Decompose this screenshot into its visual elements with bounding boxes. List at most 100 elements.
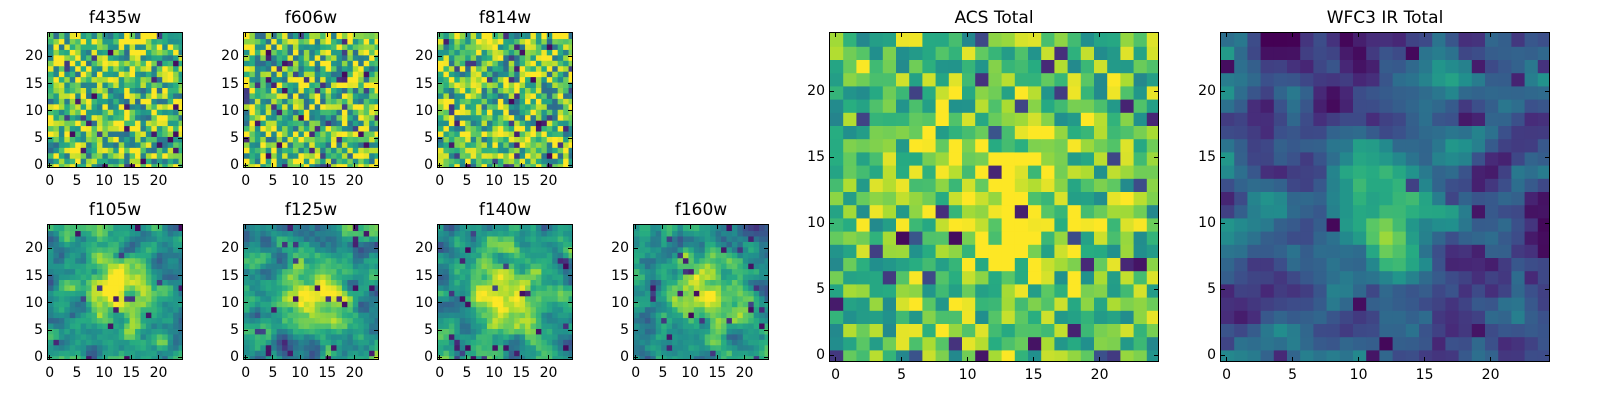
heatmap-cell xyxy=(48,225,55,232)
heatmap-cell xyxy=(1001,297,1016,311)
heatmap-cell xyxy=(96,98,103,105)
y-tick-mark xyxy=(437,247,442,249)
heatmap-cell xyxy=(1001,178,1016,192)
heatmap-cell xyxy=(443,284,450,291)
heatmap-cell xyxy=(107,290,114,297)
heatmap-cell xyxy=(465,328,472,335)
heatmap-cell xyxy=(459,103,466,110)
heatmap-cell xyxy=(325,98,332,105)
heatmap-cell xyxy=(64,273,71,280)
heatmap-cell xyxy=(287,109,294,116)
heatmap-cell xyxy=(530,322,537,329)
heatmap-cell xyxy=(178,81,182,88)
panel-title: f160w xyxy=(674,200,728,220)
heatmap-cell xyxy=(519,306,526,313)
heatmap-cell xyxy=(135,317,142,324)
heatmap-cell xyxy=(135,136,142,143)
heatmap-cell xyxy=(896,191,910,206)
heatmap-cell xyxy=(753,350,760,357)
heatmap-cell xyxy=(347,295,354,302)
heatmap-cell xyxy=(721,252,728,259)
heatmap-cell xyxy=(80,71,87,78)
heatmap-cell xyxy=(1067,310,1082,324)
heatmap-cell xyxy=(535,152,542,159)
heatmap-cell xyxy=(129,152,136,159)
heatmap-cell xyxy=(331,241,338,248)
heatmap-cell xyxy=(331,120,338,127)
heatmap-cell xyxy=(129,268,136,275)
heatmap-cell xyxy=(497,230,504,237)
heatmap-cell xyxy=(145,279,152,286)
heatmap-cell xyxy=(178,76,182,83)
heatmap-cell xyxy=(124,130,131,137)
heatmap-cell xyxy=(519,290,526,297)
heatmap-cell xyxy=(443,252,450,259)
heatmap-cell xyxy=(282,322,289,329)
heatmap-cell xyxy=(331,136,338,143)
heatmap-cell xyxy=(331,147,338,154)
heatmap-cell xyxy=(145,81,152,88)
heatmap-cell xyxy=(465,317,472,324)
heatmap-cell xyxy=(254,322,261,329)
heatmap-cell xyxy=(541,120,548,127)
heatmap-cell xyxy=(470,284,477,291)
heatmap-cell xyxy=(742,241,749,248)
heatmap-cell xyxy=(374,38,378,45)
heatmap-cell xyxy=(96,252,103,259)
heatmap-cell xyxy=(508,257,515,264)
heatmap-cell xyxy=(167,163,174,167)
heatmap-cell xyxy=(80,317,87,324)
heatmap-cell xyxy=(341,125,348,132)
heatmap-cell xyxy=(107,60,114,67)
heatmap-cell xyxy=(525,252,532,259)
heatmap-cell xyxy=(173,312,180,319)
heatmap-cell xyxy=(58,43,65,50)
heatmap-cell xyxy=(91,98,98,105)
heatmap-cell xyxy=(69,152,76,159)
heatmap-cell xyxy=(503,333,510,340)
heatmap-cell xyxy=(254,344,261,351)
heatmap-cell xyxy=(173,130,180,137)
heatmap-cell xyxy=(167,130,174,137)
heatmap-cell xyxy=(666,263,673,270)
heatmap-cell xyxy=(363,43,370,50)
heatmap-cell xyxy=(265,163,272,167)
heatmap-cell xyxy=(58,98,65,105)
heatmap-cell xyxy=(135,284,142,291)
heatmap-cell xyxy=(552,54,559,61)
heatmap-cell xyxy=(546,109,553,116)
heatmap-cell xyxy=(1014,217,1029,232)
heatmap-cell xyxy=(535,103,542,110)
heatmap-cell xyxy=(102,152,109,159)
heatmap-cell xyxy=(96,317,103,324)
heatmap-cell xyxy=(369,38,376,45)
heatmap-cell xyxy=(546,136,553,143)
heatmap-cell xyxy=(151,147,158,154)
x-tick-mark xyxy=(548,355,550,360)
heatmap-cell xyxy=(465,43,472,50)
heatmap-cell xyxy=(96,33,103,40)
x-tick-mark xyxy=(520,224,522,229)
heatmap-cell xyxy=(843,283,857,298)
heatmap-cell xyxy=(86,109,93,116)
y-tick-label: 5 xyxy=(424,130,433,147)
heatmap-cell xyxy=(118,109,125,116)
heatmap-cell xyxy=(352,235,359,242)
heatmap-svg xyxy=(48,225,182,359)
x-tick-mark xyxy=(354,32,356,37)
heatmap-cell xyxy=(503,60,510,67)
x-tick-mark xyxy=(49,32,51,37)
heatmap-cell xyxy=(476,49,483,56)
heatmap-cell xyxy=(80,98,87,105)
heatmap-cell xyxy=(271,103,278,110)
heatmap-cell xyxy=(546,98,553,105)
heatmap-cell xyxy=(162,284,169,291)
heatmap-cell xyxy=(896,310,910,324)
heatmap-cell xyxy=(486,312,493,319)
heatmap-cell xyxy=(320,158,327,165)
heatmap-cell xyxy=(721,273,728,280)
heatmap-cell xyxy=(742,350,749,357)
heatmap-cell xyxy=(254,38,261,45)
heatmap-cell xyxy=(298,98,305,105)
heatmap-cell xyxy=(726,279,733,286)
